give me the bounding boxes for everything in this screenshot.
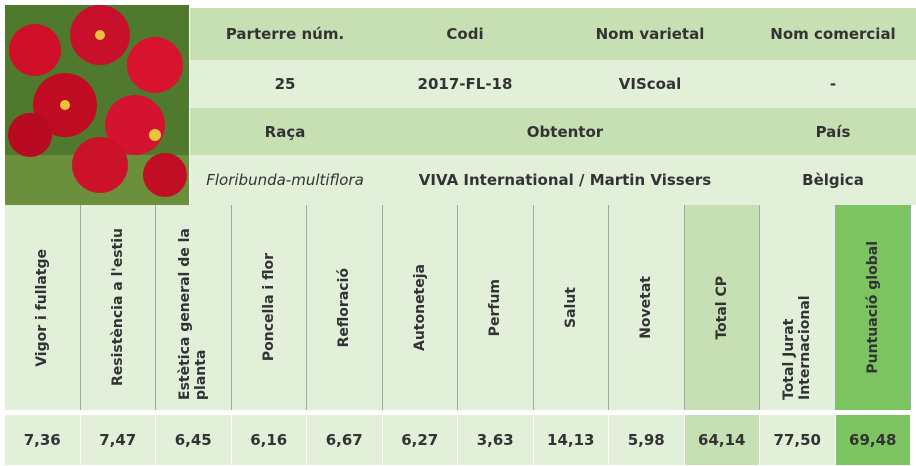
cell: Raça [190,108,380,155]
page: Parterre núm. Codi Nom varietal Nom come… [0,0,916,466]
score-cell: 69,48 [836,415,912,465]
header-text: Vigor i fullatge [34,249,50,367]
score-cell: 77,50 [760,415,836,465]
cell: País [750,108,916,155]
column-header: Perfum [458,205,534,410]
column-header: Vigor i fullatge [5,205,81,410]
header-text: Resistència a l'estiu [110,228,126,386]
header-text: Salut [563,287,579,328]
score-cell: 7,36 [5,415,81,465]
cell: Parterre núm. [190,8,380,60]
score-cell: 14,13 [534,415,610,465]
value-row: 25 2017-FL-18 VIScoal - [190,60,916,108]
cell: Floribunda-multiflora [190,155,380,205]
score-cell: 6,45 [156,415,232,465]
cell: Nom varietal [550,8,750,60]
cell: 25 [190,60,380,108]
header-text: Refloració [336,268,352,347]
column-header: Resistència a l'estiu [81,205,157,410]
header-text: Total Jurat Internacional [781,215,813,400]
score-cell: 6,27 [383,415,459,465]
cell: VIVA International / Martin Vissers [380,155,750,205]
column-header: Refloració [307,205,383,410]
column-header: Autoneteja [383,205,459,410]
header-text: Novetat [638,276,654,339]
header-text: Autoneteja [412,264,428,351]
rose-photo [5,5,189,205]
cell: Nom comercial [750,8,916,60]
header-text: Puntuació global [865,241,881,374]
cell: Bèlgica [750,155,916,205]
cell: Obtentor [380,108,750,155]
column-header: Total CP [685,205,761,410]
score-cell: 6,67 [307,415,383,465]
column-header: Estètica general de la planta [156,205,232,410]
score-cell: 64,14 [685,415,761,465]
header-row: Raça Obtentor País [190,108,916,155]
value-row: Floribunda-multiflora VIVA International… [190,155,916,205]
score-cell: 7,47 [81,415,157,465]
column-header: Poncella i flor [232,205,308,410]
cell: Codi [380,8,550,60]
cell: 2017-FL-18 [380,60,550,108]
score-cell: 6,16 [232,415,308,465]
header-text: Poncella i flor [261,253,277,361]
column-header: Salut [534,205,610,410]
header-text: Total CP [714,276,730,340]
header-text: Perfum [487,279,503,336]
header-row: Parterre núm. Codi Nom varietal Nom come… [190,8,916,60]
header-text: Estètica general de la planta [177,215,209,400]
column-header: Novetat [609,205,685,410]
score-cell: 3,63 [458,415,534,465]
cell: VIScoal [550,60,750,108]
column-header: Puntuació global [836,205,912,410]
cell: - [750,60,916,108]
column-header: Total Jurat Internacional [760,205,836,410]
score-table: Vigor i fullatge Resistència a l'estiu Est… [5,205,911,465]
score-cell: 5,98 [609,415,685,465]
